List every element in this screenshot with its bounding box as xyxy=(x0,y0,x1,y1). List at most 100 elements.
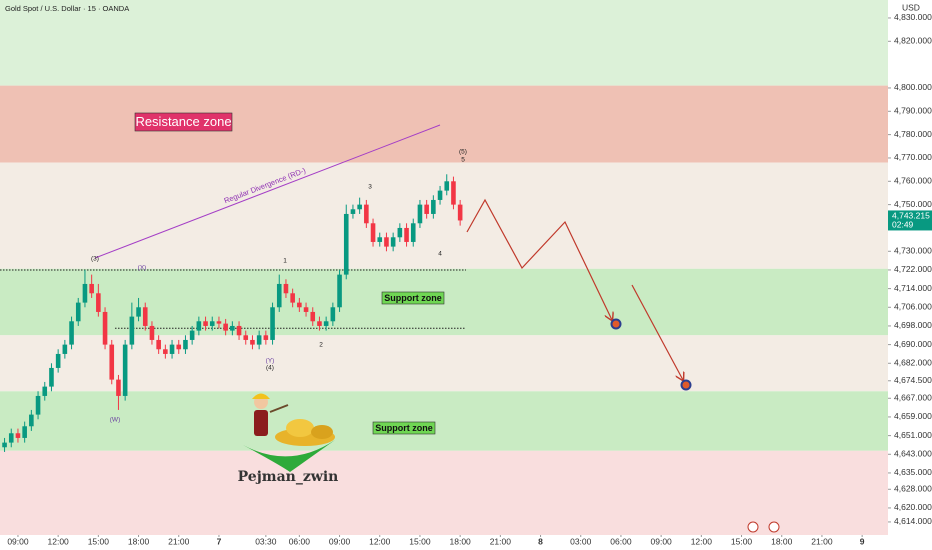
x-tick-label: 09:00 xyxy=(329,536,351,546)
y-tick-label: 4,698.000 xyxy=(894,320,932,330)
candle-body xyxy=(243,335,249,340)
candle-body xyxy=(424,204,429,214)
wave-label: (3) xyxy=(91,256,99,263)
candle-body xyxy=(263,335,269,340)
x-tick-label: 03:30 xyxy=(255,536,277,546)
plot-area xyxy=(0,174,466,452)
mascot xyxy=(243,393,335,472)
candle-body xyxy=(410,223,416,242)
y-tick-label: 4,780.000 xyxy=(894,129,932,139)
candle-body xyxy=(82,283,88,303)
y-tick-label: 4,659.000 xyxy=(894,411,932,421)
x-tick-label: 03:00 xyxy=(570,536,592,546)
candle-body xyxy=(196,321,202,331)
zone-label: Support zone xyxy=(375,423,433,433)
x-tick-label: 15:00 xyxy=(731,536,753,546)
x-tick-label: 21:00 xyxy=(168,536,190,546)
zone xyxy=(0,391,888,451)
x-tick-label: 18:00 xyxy=(128,536,150,546)
candle-body xyxy=(62,344,68,354)
x-tick-label: 09:00 xyxy=(651,536,673,546)
candle-body xyxy=(330,307,336,322)
candle-body xyxy=(283,283,289,294)
wave-label: 2 xyxy=(319,342,323,349)
target-marker xyxy=(680,379,692,391)
candle-body xyxy=(183,339,188,350)
zone-label-box xyxy=(372,421,436,435)
y-tick-label: 4,750.000 xyxy=(894,199,932,209)
candle-body xyxy=(116,379,121,396)
candle-body xyxy=(350,209,356,214)
candle-body xyxy=(303,307,309,312)
candle-body xyxy=(203,321,208,326)
y-tick-label: 4,820.000 xyxy=(894,36,932,46)
currency: USD xyxy=(902,2,920,12)
y-tick-label: 4,722.000 xyxy=(894,264,932,274)
candle-body xyxy=(163,349,168,354)
candle-body xyxy=(397,227,403,238)
y-tick-label: 4,620.000 xyxy=(894,502,932,512)
candle-body xyxy=(256,335,262,345)
wave-label: 1 xyxy=(283,258,287,265)
candle-body xyxy=(29,414,34,427)
candle-body xyxy=(390,237,396,247)
candle-body xyxy=(310,311,316,322)
candle-body xyxy=(437,190,443,200)
candle-body xyxy=(136,307,141,317)
x-tick-label: 18:00 xyxy=(771,536,793,546)
countdown: 02:49 xyxy=(892,220,914,230)
candle-body xyxy=(69,321,74,345)
y-tick-label: 4,790.000 xyxy=(894,106,932,116)
candle-body xyxy=(297,302,302,308)
candle-body xyxy=(42,386,48,396)
author: Pejman_zwin xyxy=(238,469,339,485)
wave-label: (Y) xyxy=(266,358,275,365)
candle-body xyxy=(149,325,155,340)
candle-body xyxy=(15,433,21,438)
wave-label: (X) xyxy=(138,265,147,272)
candle-body xyxy=(343,213,349,275)
x-tick-label: 06:00 xyxy=(610,536,632,546)
y-tick-label: 4,690.000 xyxy=(894,339,932,349)
zone xyxy=(0,335,888,392)
candle-body xyxy=(156,339,161,350)
background-zones xyxy=(0,0,888,535)
candle-body xyxy=(129,316,135,345)
x-tick-label: 06:00 xyxy=(289,536,311,546)
candle-body xyxy=(176,344,182,350)
candle-body xyxy=(451,181,456,205)
candle-body xyxy=(357,204,362,210)
wave-label: 3 xyxy=(368,184,372,191)
target-marker xyxy=(610,318,622,330)
candle-body xyxy=(35,395,41,415)
divergence-line xyxy=(94,124,441,259)
candle-body xyxy=(370,223,376,242)
y-tick-label: 4,651.000 xyxy=(894,430,932,440)
zone xyxy=(0,0,888,86)
candle-body xyxy=(96,293,101,312)
y-tick-label: 4,682.000 xyxy=(894,358,932,368)
x-tick-label: 21:00 xyxy=(811,536,833,546)
x-tick-label: 9 xyxy=(860,536,865,546)
projection-arrow xyxy=(631,284,683,380)
candle-body xyxy=(102,311,108,345)
candle-body xyxy=(317,321,322,326)
candle-body xyxy=(22,426,27,438)
price-axis-panel xyxy=(888,0,932,550)
candle-body xyxy=(209,321,215,326)
y-tick-label: 4,643.000 xyxy=(894,449,932,459)
x-tick-label: 12:00 xyxy=(691,536,713,546)
candle-body xyxy=(337,274,342,308)
x-tick-label: 15:00 xyxy=(88,536,110,546)
y-tick-label: 4,706.000 xyxy=(894,302,932,312)
candle-body xyxy=(444,181,450,191)
candle-body xyxy=(75,302,81,322)
candle-body xyxy=(323,321,329,326)
zone xyxy=(0,162,888,269)
wave-label: 5 xyxy=(461,157,465,164)
y-tick-label: 4,667.000 xyxy=(894,393,932,403)
y-tick-label: 4,760.000 xyxy=(894,176,932,186)
candle-body xyxy=(216,321,222,324)
wave-label: 4 xyxy=(438,251,442,258)
